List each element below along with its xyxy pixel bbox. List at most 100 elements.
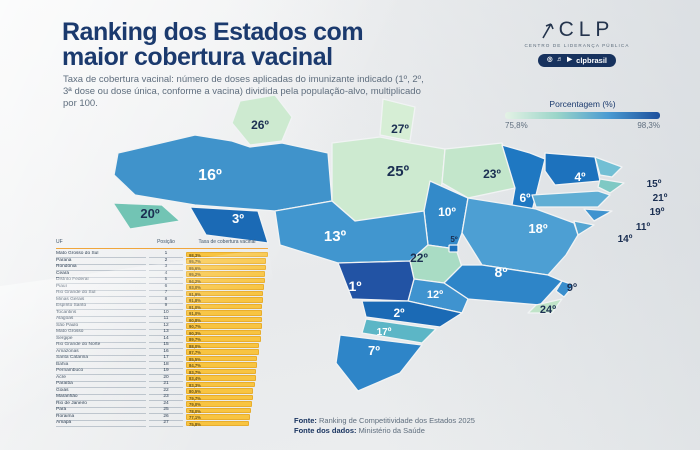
cell-posicao: 18 — [149, 362, 183, 369]
table-row: Tocantins 10 91,0% — [56, 310, 268, 317]
cell-taxa: 95,6% — [186, 264, 268, 271]
cell-uf: Acre — [56, 375, 146, 382]
state-RR — [231, 94, 293, 146]
cell-posicao: 24 — [149, 401, 183, 408]
map-rank-label-SC: 17º — [377, 327, 392, 338]
map-rank-label-PR: 2º — [393, 306, 405, 320]
cell-uf: Espírito Santo — [56, 303, 146, 310]
state-RO — [189, 206, 269, 244]
col-uf: UF — [56, 239, 63, 245]
map-rank-label-AM: 16º — [198, 167, 222, 184]
cell-posicao: 15 — [149, 342, 183, 349]
clp-logo: CLP CENTRO DE LIDERANÇA PÚBLICA ◎ ♬ ▶ cl… — [502, 18, 652, 67]
cell-uf: Amazonas — [56, 349, 146, 356]
map-rank-label-RR: 26º — [251, 118, 269, 132]
state-PB — [597, 178, 625, 194]
table-row: Acre 20 83,4% — [56, 375, 268, 382]
table-row: Distrito Federal 5 94,2% — [56, 277, 268, 284]
cell-uf: Santa Catarina — [56, 355, 146, 362]
taxa-bar: 91,9% — [186, 290, 263, 297]
cell-uf: Pará — [56, 407, 146, 414]
map-rank-label-MT: 13º — [324, 228, 347, 245]
taxa-bar: 75,8% — [186, 420, 250, 427]
legend-min: 75,8% — [505, 121, 528, 130]
cell-posicao: 26 — [149, 414, 183, 421]
taxa-bar: 95,6% — [186, 264, 266, 271]
cell-taxa: 83,7% — [186, 368, 268, 375]
cell-taxa: 93,0% — [186, 284, 268, 290]
cell-taxa: 95,2% — [186, 271, 268, 277]
state-BA — [461, 197, 579, 276]
cell-uf: Paraná — [56, 258, 146, 265]
tiktok-icon: ♬ — [556, 56, 564, 63]
cell-uf: Goiás — [56, 388, 146, 395]
taxa-bar: 93,0% — [186, 284, 264, 290]
taxa-bar: 95,7% — [186, 258, 266, 264]
cell-taxa: 83,3% — [186, 381, 268, 388]
social-badge: ◎ ♬ ▶ clpbrasil — [537, 53, 617, 67]
state-MS — [337, 260, 415, 302]
cell-uf: Mato Grosso do Sul — [56, 251, 146, 258]
cell-posicao: 11 — [149, 316, 183, 323]
taxa-bar: 80,5% — [186, 388, 254, 394]
data-source-label: Fonte dos dados: — [294, 425, 357, 435]
cell-taxa: 90,7% — [186, 323, 268, 329]
table-row: Rio Grande do Norte 15 88,0% — [56, 342, 268, 349]
table-row: Mato Grosso do Sul 1 98,3% — [56, 251, 268, 258]
source-note: Fonte: Ranking de Competitividade dos Es… — [294, 416, 475, 435]
state-RJ — [527, 298, 563, 314]
cell-posicao: 10 — [149, 310, 183, 317]
cell-taxa: 94,2% — [186, 277, 268, 284]
map-rank-label-SE: 14º — [618, 234, 633, 245]
page-title: Ranking dos Estados com maior cobertura … — [62, 18, 364, 70]
source-label: Fonte: — [294, 416, 317, 425]
map-rank-label-BA: 18º — [528, 221, 547, 236]
state-RN — [594, 156, 623, 178]
map-rank-label-AP: 27º — [391, 122, 409, 136]
cell-posicao: 16 — [149, 349, 183, 356]
cell-taxa: 89,7% — [186, 336, 268, 342]
cell-uf: Ceará — [56, 271, 146, 278]
taxa-bar: 98,3% — [186, 251, 268, 258]
cell-uf: Rio Grande do Norte — [56, 342, 146, 349]
taxa-bar: 79,0% — [186, 401, 252, 407]
state-SC — [361, 318, 437, 344]
title-line-1: Ranking dos Estados com — [62, 18, 364, 46]
table-row: Maranhão 23 79,7% — [56, 394, 268, 401]
state-AP — [379, 98, 416, 142]
table-row: São Paulo 12 90,7% — [56, 323, 268, 330]
cell-uf: Minas Gerais — [56, 297, 146, 304]
cell-uf: Tocantins — [56, 310, 146, 317]
taxa-bar: 90,3% — [186, 329, 262, 336]
ranking-table: UF Posição Taxa de cobertura vacinal Mat… — [56, 239, 268, 427]
cell-taxa: 83,4% — [186, 375, 268, 381]
table-row: Rondônia 3 95,6% — [56, 264, 268, 271]
state-ES — [555, 280, 575, 298]
state-PE — [531, 190, 611, 208]
map-rank-label-MA: 23º — [483, 167, 501, 181]
cell-posicao: 8 — [149, 297, 183, 304]
table-row: Sergipe 14 89,7% — [56, 336, 268, 343]
map-rank-label-MG: 8º — [495, 264, 508, 280]
map-rank-label-MS: 1º — [349, 278, 362, 294]
map-rank-label-PE: 19º — [650, 207, 665, 218]
taxa-bar: 90,7% — [186, 323, 262, 329]
cell-uf: Mato Grosso — [56, 329, 146, 336]
data-source-value: Ministério da Saúde — [356, 425, 425, 435]
map-rank-label-AC: 20º — [140, 206, 159, 221]
clp-tagline: CENTRO DE LIDERANÇA PÚBLICA — [524, 43, 630, 48]
taxa-bar: 90,8% — [186, 316, 262, 323]
map-rank-label-RN: 15º — [647, 179, 662, 190]
taxa-bar: 91,0% — [186, 310, 262, 316]
cell-taxa: 98,3% — [186, 251, 268, 258]
cell-posicao: 20 — [149, 375, 183, 382]
table-row: Espírito Santo 9 91,0% — [56, 303, 268, 310]
cell-posicao: 19 — [149, 368, 183, 375]
cell-posicao: 23 — [149, 394, 183, 401]
table-row: Amazonas 16 87,7% — [56, 349, 268, 356]
taxa-bar: 87,7% — [186, 349, 260, 355]
cell-uf: São Paulo — [56, 323, 146, 330]
state-DF — [448, 244, 459, 253]
legend-title: Porcentagem (%) — [549, 99, 616, 109]
